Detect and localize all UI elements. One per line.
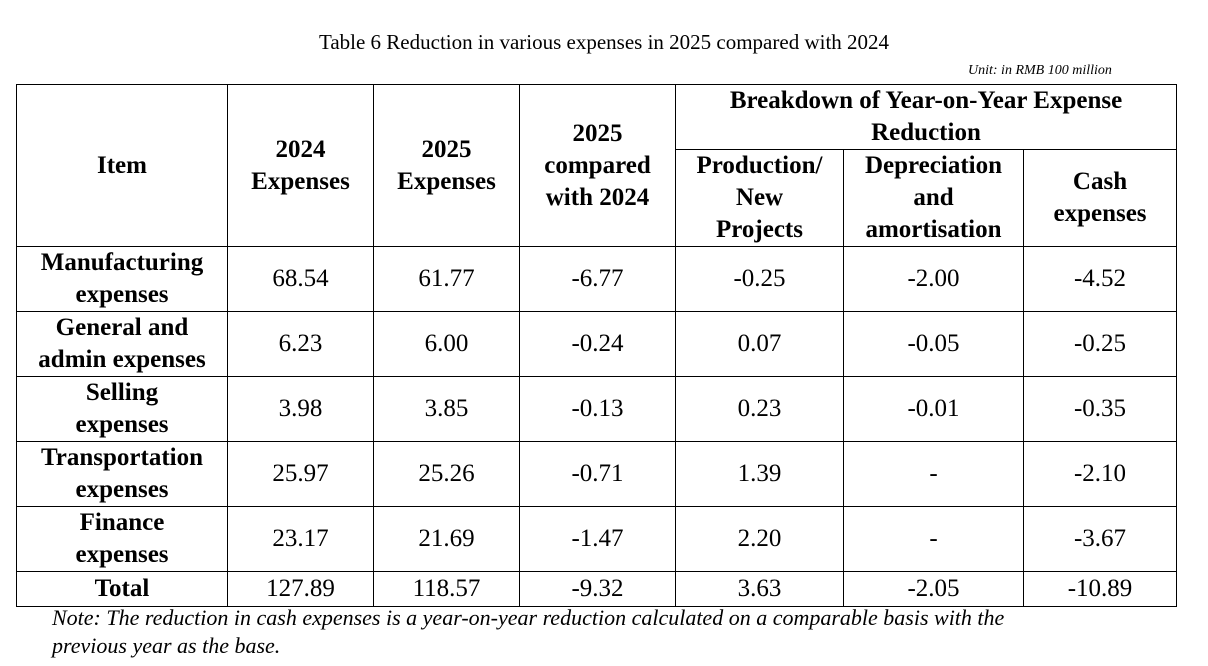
table-cell: -10.89 <box>1023 571 1177 607</box>
table-cell: -0.24 <box>519 311 676 377</box>
row-label: General and admin expenses <box>16 311 228 377</box>
table-row: Transportation expenses 25.97 25.26 -0.71 1.3… <box>16 441 1177 507</box>
note-line2: previous year as the base. <box>52 633 281 658</box>
table-cell: 118.57 <box>373 571 520 607</box>
table-cell: -0.05 <box>843 311 1024 377</box>
table-cell: -2.00 <box>843 246 1024 312</box>
table-cell: -0.13 <box>519 376 676 442</box>
expense-table: Item 2024 Expenses 2025 Expenses 2025 co… <box>16 84 1177 607</box>
table-cell: 68.54 <box>227 246 374 312</box>
table-cell: 61.77 <box>373 246 520 312</box>
table-cell: -0.01 <box>843 376 1024 442</box>
table-cell: 127.89 <box>227 571 374 607</box>
table-cell: -0.25 <box>1023 311 1177 377</box>
header-2024-line1: 2024 <box>275 135 326 163</box>
table-row: General and admin expenses 6.23 6.00 -0.24 0.… <box>16 311 1177 377</box>
row-label: Finance expenses <box>16 506 228 572</box>
table-cell: 23.17 <box>227 506 374 572</box>
header-production: Production/ New Projects <box>675 149 844 247</box>
table-cell: -0.71 <box>519 441 676 507</box>
row-label-line: admin expenses <box>38 346 206 373</box>
table-cell: -6.77 <box>519 246 676 312</box>
header-2024-line2: Expenses <box>251 167 350 195</box>
row-label: Total <box>16 571 228 607</box>
table-cell: 21.69 <box>373 506 520 572</box>
total-row: Total 127.89 118.57 -9.32 3.63 -2.05 -10.89 <box>16 571 1177 607</box>
header-compared: 2025 compared with 2024 <box>519 84 676 247</box>
table-cell: 25.26 <box>373 441 520 507</box>
row-label-line: expenses <box>75 281 169 308</box>
header-cash-line1: Cash <box>1072 168 1128 195</box>
header-compared-line1: 2025 <box>572 119 623 147</box>
header-compared-line3: with 2024 <box>545 183 650 211</box>
table-cell: -9.32 <box>519 571 676 607</box>
table-cell: -0.25 <box>675 246 844 312</box>
header-breakdown-line2: Reduction <box>871 119 981 146</box>
header-production-line2: New <box>735 184 784 211</box>
table-cell: -2.05 <box>843 571 1024 607</box>
table-cell: -3.67 <box>1023 506 1177 572</box>
header-2025-expenses: 2025 Expenses <box>373 84 520 247</box>
row-label-line: Finance <box>79 509 165 536</box>
header-depreciation-line1: Depreciation <box>864 152 1002 179</box>
header-2025-line2: Expenses <box>397 167 496 195</box>
table-cell: 6.23 <box>227 311 374 377</box>
note-line1: Note: The reduction in cash expenses is … <box>52 605 1005 630</box>
header-depreciation-line2: and <box>913 184 954 211</box>
table-row: Manufacturing expenses 68.54 61.77 -6.77 -0.2… <box>16 246 1177 312</box>
row-label: Selling expenses <box>16 376 228 442</box>
header-depreciation-line3: amortisation <box>865 216 1002 243</box>
table-cell: -4.52 <box>1023 246 1177 312</box>
table-cell: - <box>843 441 1024 507</box>
header-item: Item <box>16 84 228 247</box>
table-cell: -2.10 <box>1023 441 1177 507</box>
table-cell: - <box>843 506 1024 572</box>
header-breakdown-line1: Breakdown of Year-on-Year Expense <box>729 87 1123 114</box>
row-label-line: Manufacturing <box>40 249 204 276</box>
header-breakdown: Breakdown of Year-on-Year Expense Reduct… <box>675 84 1177 150</box>
row-label-line: Selling <box>85 379 159 406</box>
table-cell: 25.97 <box>227 441 374 507</box>
table-cell: 0.23 <box>675 376 844 442</box>
table-cell: 0.07 <box>675 311 844 377</box>
header-cash-line2: expenses <box>1053 200 1147 227</box>
header-depreciation: Depreciation and amortisation <box>843 149 1024 247</box>
row-label-line: expenses <box>75 476 169 503</box>
header-compared-line2: compared <box>544 151 651 179</box>
row-label-line: General and <box>55 314 189 341</box>
table-note: Note: The reduction in cash expenses is … <box>52 604 1004 660</box>
table-cell: 3.98 <box>227 376 374 442</box>
table-cell: 6.00 <box>373 311 520 377</box>
table-cell: -0.35 <box>1023 376 1177 442</box>
table-title: Table 6 Reduction in various expenses in… <box>318 30 890 54</box>
header-2025-line1: 2025 <box>421 135 472 163</box>
unit-label: Unit: in RMB 100 million <box>968 63 1112 78</box>
row-label-line: Transportation <box>40 444 204 471</box>
header-production-line1: Production/ <box>696 152 823 179</box>
table-cell: 3.85 <box>373 376 520 442</box>
header-2024-expenses: 2024 Expenses <box>227 84 374 247</box>
row-label-line: Total <box>94 575 150 602</box>
table-cell: 3.63 <box>675 571 844 607</box>
header-production-line3: Projects <box>716 216 803 243</box>
row-label: Transportation expenses <box>16 441 228 507</box>
table-cell: 1.39 <box>675 441 844 507</box>
row-label-line: expenses <box>75 411 169 438</box>
table-row: Selling expenses 3.98 3.85 -0.13 0.23 -0.01 -0.… <box>16 376 1177 442</box>
row-label: Manufacturing expenses <box>16 246 228 312</box>
header-cash: Cash expenses <box>1023 149 1177 247</box>
table-row: Finance expenses 23.17 21.69 -1.47 2.20- -3.67 <box>16 506 1177 572</box>
table-cell: -1.47 <box>519 506 676 572</box>
row-label-line: expenses <box>75 541 169 568</box>
table-cell: 2.20 <box>675 506 844 572</box>
